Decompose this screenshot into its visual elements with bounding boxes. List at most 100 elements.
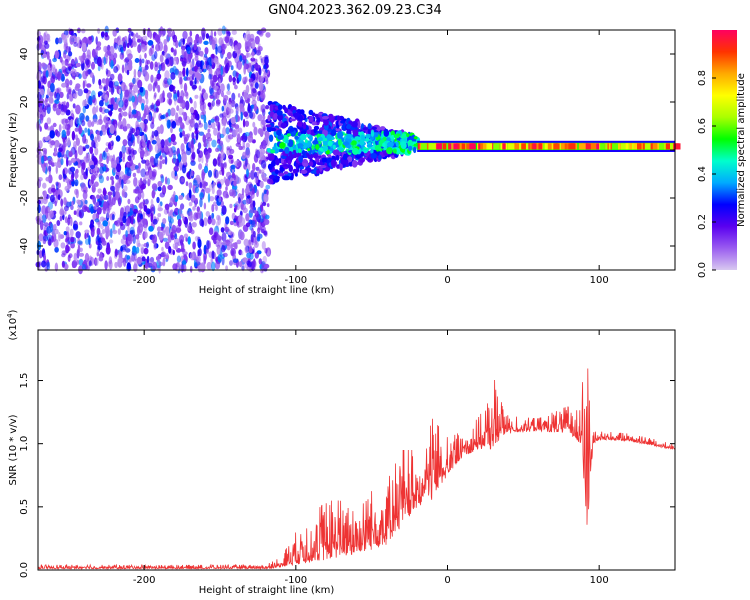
spectrogram-cell xyxy=(239,103,244,110)
spectrogram-cell xyxy=(242,118,246,128)
spectrogram-cell xyxy=(248,247,253,254)
spectrogram-cell xyxy=(159,155,163,160)
spectrogram-cell xyxy=(199,50,204,58)
spectrogram-cell xyxy=(316,117,321,123)
spectrogram-cell xyxy=(619,143,624,150)
spectrogram-cell xyxy=(255,149,261,159)
spectrogram-cell xyxy=(231,92,236,102)
spectrogram-cell xyxy=(135,32,139,39)
spectrogram-cell xyxy=(115,156,120,163)
spectrogram-cell xyxy=(38,250,43,259)
spectrogram-cell xyxy=(157,180,163,187)
spectrogram-cell xyxy=(253,103,257,112)
spectrogram-cell xyxy=(179,239,184,246)
spectrogram-cell xyxy=(413,136,418,140)
spectrogram-cell xyxy=(194,122,199,132)
spectrogram-cell xyxy=(99,130,103,137)
spectrogram-cell xyxy=(156,73,162,80)
spectrogram-cell xyxy=(84,232,87,240)
spectrogram-cell xyxy=(224,36,230,44)
spectrogram-cell xyxy=(258,258,262,265)
spectrogram-cell xyxy=(110,59,114,69)
spectrogram-cell xyxy=(105,147,109,153)
spectrogram-cell xyxy=(104,31,108,38)
spectrogram-cell xyxy=(155,107,159,113)
spectrogram-cell xyxy=(122,111,128,117)
spectrogram-cell xyxy=(42,182,47,189)
spectrogram-cell xyxy=(105,246,111,255)
spectrogram-cell xyxy=(169,210,173,216)
spectrogram-cell xyxy=(221,166,225,177)
spectrogram-cell xyxy=(120,245,123,252)
spectrogram-cell xyxy=(62,124,68,130)
spectrogram-cell xyxy=(159,192,165,198)
spectrogram-cell xyxy=(254,236,258,246)
spectrogram-cell xyxy=(90,133,94,141)
spectrogram-cell xyxy=(116,163,122,173)
spectrogram-cell xyxy=(47,87,50,97)
spectrogram-cell xyxy=(254,63,260,69)
spectrogram-cell xyxy=(211,250,215,259)
spectrogram-cell xyxy=(132,172,137,178)
spectrogram-cell xyxy=(163,39,167,46)
spectrogram-cell xyxy=(456,143,461,150)
spectrogram-cell xyxy=(121,179,124,189)
spectrogram-cell xyxy=(119,52,125,60)
spectrogram-cell xyxy=(590,143,597,150)
spectrogram-cell xyxy=(50,75,56,84)
spectrogram-cell xyxy=(144,199,149,205)
spectrogram-cell xyxy=(370,152,378,159)
spectrogram-cell xyxy=(532,143,537,150)
spectrogram-cell xyxy=(150,203,155,214)
spectrogram-cell xyxy=(141,102,145,111)
spectrogram-cell xyxy=(98,175,104,184)
spectrogram-cell xyxy=(121,84,124,91)
spectrogram-cell xyxy=(126,217,131,227)
spectrogram-cell xyxy=(95,105,99,113)
spectrogram-cell xyxy=(287,139,294,148)
spectrogram-cell xyxy=(65,226,70,233)
spectrogram-cell xyxy=(178,40,181,48)
spectrogram-cell xyxy=(313,128,317,134)
spectrogram-cell xyxy=(106,155,109,165)
spectrogram-cell xyxy=(49,130,55,139)
spectrogram-cell xyxy=(196,60,202,67)
spectrogram-cell xyxy=(175,224,181,234)
spectrogram-cell xyxy=(84,252,90,263)
spectrogram-cell xyxy=(91,139,95,148)
spectrogram-cell xyxy=(46,103,51,108)
x-tick-label: 0 xyxy=(444,275,450,286)
spectrogram-cell xyxy=(186,133,191,138)
spectrogram-cell xyxy=(96,227,101,236)
spectrogram-cell xyxy=(213,57,219,65)
spectrogram-cell xyxy=(214,232,217,238)
spectrogram-cell xyxy=(43,230,47,236)
spectrogram-cell xyxy=(83,186,88,191)
spectrogram-cell xyxy=(426,143,429,150)
spectrogram-cell xyxy=(79,221,83,226)
spectrogram-cell xyxy=(99,216,105,222)
spectrogram-cell xyxy=(63,263,69,270)
spectrogram-cell xyxy=(103,115,109,124)
spectrogram-cell xyxy=(227,60,232,68)
spectrogram-cell xyxy=(173,56,178,65)
spectrogram-cell xyxy=(174,170,177,177)
spectrogram-cell xyxy=(204,53,207,58)
spectrogram-cell xyxy=(351,121,358,128)
spectrogram-cell xyxy=(289,127,295,132)
spectrogram-cell xyxy=(201,89,206,94)
spectrogram-cell xyxy=(210,30,214,40)
spectrogram-cell xyxy=(47,64,51,73)
spectrogram-cell xyxy=(107,119,113,125)
spectrogram-cell xyxy=(276,110,283,116)
spectrogram-cell xyxy=(217,254,222,263)
spectrogram-cell xyxy=(57,151,62,158)
spectrogram-cell xyxy=(173,237,180,245)
x-tick-label: 100 xyxy=(590,275,609,286)
spectrogram-cell xyxy=(195,110,199,121)
spectrogram-cell xyxy=(77,199,81,206)
spectrogram-cell xyxy=(78,55,82,61)
spectrogram-cell xyxy=(133,75,137,85)
spectrogram-cell xyxy=(427,143,433,150)
spectrogram-cell xyxy=(184,219,188,228)
